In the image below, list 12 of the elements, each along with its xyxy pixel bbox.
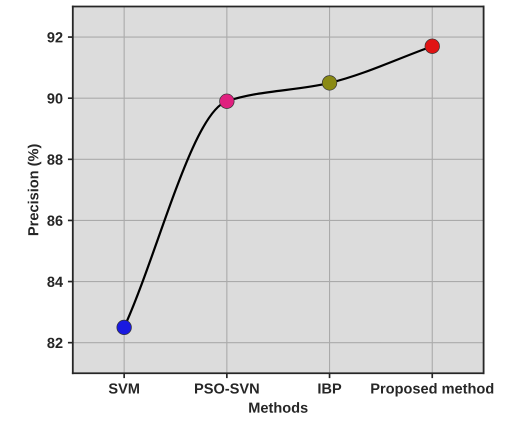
y-tick-label: 82 [47, 338, 62, 348]
x-tick-label: SVM [108, 383, 139, 394]
y-tick-label: 86 [47, 216, 63, 226]
x-axis-title: Methods [249, 402, 308, 413]
y-tick-label: 88 [47, 154, 63, 165]
x-tick-label: PSO-SVN [195, 383, 259, 394]
y-axis-title: Precision (%) [28, 144, 42, 236]
x-tick-label: IBP [318, 384, 342, 394]
x-tick-label: Proposed method [371, 382, 494, 397]
y-tick-label: 92 [47, 32, 62, 42]
y-tick-label: 90 [47, 93, 62, 104]
y-tick-label: 84 [47, 276, 63, 287]
